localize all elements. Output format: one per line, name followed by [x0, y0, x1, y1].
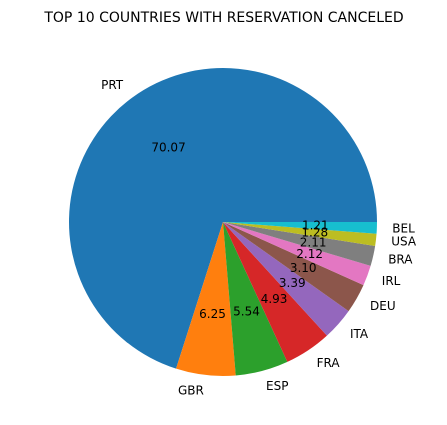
pie-value-label-prt: 70.07: [151, 140, 185, 154]
pie-value-label-ita: 3.39: [279, 276, 306, 290]
pie-slice-gbr: [176, 222, 236, 376]
pie-slice-esp: [223, 222, 288, 376]
pie-slices: [69, 68, 377, 376]
pie-value-label-bel: 1.21: [302, 219, 329, 233]
pie-percentage-labels: 70.07 6.25 5.544.93 3.393.102.122.111.281.2…: [151, 140, 328, 320]
pie-label-gbr: GBR: [178, 383, 204, 397]
pie-value-label-irl: 2.12: [296, 247, 323, 261]
pie-label-bel: BEL: [392, 221, 415, 235]
pie-label-irl: IRL: [382, 274, 401, 288]
pie-label-prt: PRT: [101, 78, 124, 92]
pie-value-label-bra: 2.11: [300, 235, 327, 249]
pie-label-usa: USA: [391, 235, 417, 249]
pie-slice-ita: [223, 222, 349, 336]
pie-slice-fra: [223, 222, 327, 362]
pie-label-bra: BRA: [388, 252, 413, 266]
pie-slice-usa: [223, 222, 377, 246]
pie-value-label-gbr: 6.25: [199, 307, 226, 321]
pie-slice-irl: [223, 222, 371, 286]
pie-label-fra: FRA: [317, 356, 341, 370]
pie-slice-bra: [223, 222, 376, 266]
pie-value-label-esp: 5.54: [233, 304, 260, 318]
pie-slice-prt: [69, 68, 377, 369]
pie-label-ita: ITA: [350, 327, 369, 341]
pie-value-label-deu: 3.10: [290, 261, 317, 275]
pie-value-label-usa: 1.28: [301, 226, 328, 240]
pie-label-deu: DEU: [370, 299, 396, 313]
pie-label-esp: ESP: [266, 379, 288, 393]
pie-slice-deu: [223, 222, 364, 312]
chart-title: TOP 10 COUNTRIES WITH RESERVATION CANCEL…: [43, 10, 403, 26]
pie-slice-bel: [223, 222, 377, 234]
pie-value-label-fra: 4.93: [261, 292, 288, 306]
